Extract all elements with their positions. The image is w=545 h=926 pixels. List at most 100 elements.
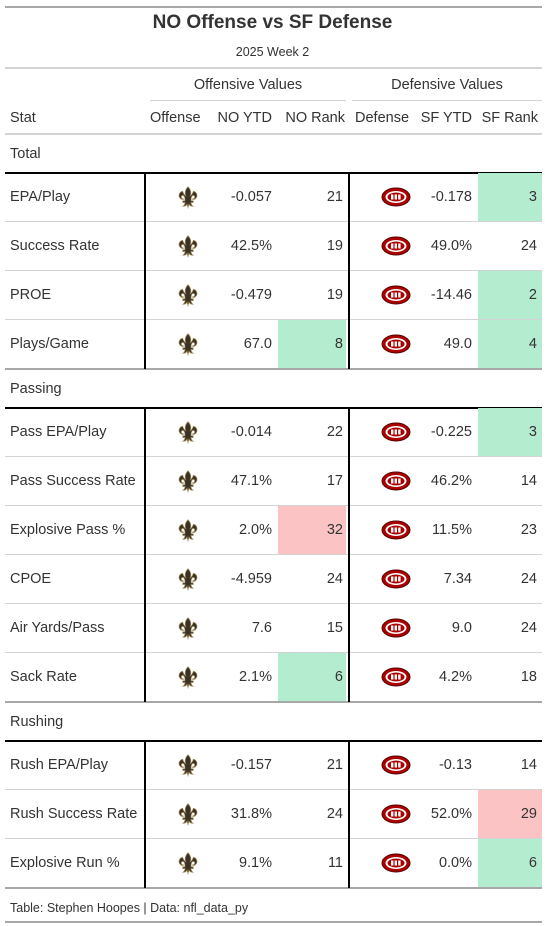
sf-rank-value: 23 [520, 522, 537, 538]
no-rank-value: 24 [326, 806, 343, 822]
no-rank-value: 17 [326, 473, 343, 489]
sf-ytd-value: 7.34 [443, 571, 472, 587]
no-rank-value: 6 [334, 669, 343, 685]
stat-label: Rush Success Rate [10, 806, 138, 822]
group-rule [5, 740, 542, 742]
group-rule [5, 172, 542, 174]
column-border [144, 741, 146, 888]
saints-fleur-de-lis-icon [176, 616, 200, 641]
saints-fleur-de-lis-icon [176, 518, 200, 543]
row-divider [5, 319, 542, 320]
group-rule [5, 407, 542, 409]
saints-fleur-de-lis-icon [176, 185, 200, 210]
sf-ytd-value: -0.13 [438, 757, 472, 773]
column-header-no-rank: NO Rank [285, 110, 345, 126]
sf-rank-value: 3 [528, 424, 537, 440]
sf-ytd-value: 0.0% [438, 855, 472, 871]
row-divider [5, 368, 542, 370]
column-header-sf-rank: SF Rank [481, 110, 538, 126]
no-ytd-value: 42.5% [230, 238, 272, 254]
column-header-stat: Stat [10, 110, 36, 126]
saints-fleur-de-lis-icon [176, 332, 200, 357]
stat-label: Explosive Run % [10, 855, 120, 871]
49ers-logo-icon [381, 755, 411, 775]
no-rank-value: 15 [326, 620, 343, 636]
stat-label: Air Yards/Pass [10, 620, 105, 636]
stat-label: Pass Success Rate [10, 473, 136, 489]
group-label: Total [10, 146, 41, 162]
sf-rank-value: 6 [528, 855, 537, 871]
sf-ytd-value: 52.0% [430, 806, 472, 822]
table-subtitle: 2025 Week 2 [235, 45, 310, 59]
49ers-logo-icon [381, 853, 411, 873]
saints-fleur-de-lis-icon [176, 469, 200, 494]
49ers-logo-icon [381, 236, 411, 256]
no-rank-value: 19 [326, 287, 343, 303]
row-divider [5, 505, 542, 506]
rank-highlight [478, 173, 542, 222]
49ers-logo-icon [381, 285, 411, 305]
sf-rank-value: 29 [520, 806, 537, 822]
saints-fleur-de-lis-icon [176, 665, 200, 690]
spanner-offense-rule [150, 100, 346, 101]
sf-ytd-value: 9.0 [451, 620, 472, 636]
sf-rank-value: 24 [520, 238, 537, 254]
49ers-logo-icon [381, 520, 411, 540]
sf-rank-value: 14 [520, 473, 537, 489]
no-rank-value: 22 [326, 424, 343, 440]
stat-label: Plays/Game [10, 336, 89, 352]
no-rank-value: 8 [334, 336, 343, 352]
no-rank-value: 19 [326, 238, 343, 254]
top-rule [5, 6, 542, 8]
column-border [144, 408, 146, 702]
row-divider [5, 838, 542, 839]
column-border [348, 173, 350, 369]
stat-label: Pass EPA/Play [10, 424, 107, 440]
spanner-defense-rule [352, 100, 542, 101]
row-divider [5, 789, 542, 790]
saints-fleur-de-lis-icon [176, 802, 200, 827]
sf-rank-value: 4 [528, 336, 537, 352]
saints-fleur-de-lis-icon [176, 420, 200, 445]
column-border [144, 173, 146, 369]
rank-highlight [478, 320, 542, 369]
sf-ytd-value: 11.5% [431, 522, 472, 538]
sf-rank-value: 24 [520, 620, 537, 636]
sf-ytd-value: 46.2% [430, 473, 472, 489]
49ers-logo-icon [381, 569, 411, 589]
sf-rank-value: 18 [520, 669, 537, 685]
49ers-logo-icon [381, 334, 411, 354]
no-ytd-value: 31.8% [230, 806, 272, 822]
row-divider [5, 554, 542, 555]
rank-highlight [478, 271, 542, 320]
no-rank-value: 21 [326, 189, 343, 205]
no-rank-value: 32 [326, 522, 343, 538]
rank-highlight [278, 320, 346, 369]
group-label: Passing [10, 381, 62, 397]
no-ytd-value: -4.959 [230, 571, 272, 587]
no-ytd-value: 47.1% [230, 473, 272, 489]
sf-rank-value: 2 [528, 287, 537, 303]
no-rank-value: 11 [327, 855, 343, 871]
49ers-logo-icon [381, 422, 411, 442]
header-divider [5, 67, 542, 69]
stat-label: Sack Rate [10, 669, 77, 685]
row-divider [5, 652, 542, 653]
no-ytd-value: 2.1% [238, 669, 272, 685]
saints-fleur-de-lis-icon [176, 567, 200, 592]
no-rank-value: 21 [326, 757, 343, 773]
column-header-offense: Offense [150, 110, 201, 126]
49ers-logo-icon [381, 187, 411, 207]
saints-fleur-de-lis-icon [176, 234, 200, 259]
sf-rank-value: 24 [520, 571, 537, 587]
sf-ytd-value: 49.0% [430, 238, 472, 254]
no-ytd-value: 67.0 [243, 336, 272, 352]
row-divider [5, 603, 542, 604]
no-rank-value: 24 [326, 571, 343, 587]
no-ytd-value: -0.014 [230, 424, 272, 440]
column-header-defense: Defense [355, 110, 410, 126]
column-header-sf-ytd: SF YTD [420, 110, 472, 126]
no-ytd-value: -0.157 [230, 757, 272, 773]
sf-rank-value: 14 [520, 757, 537, 773]
sf-ytd-value: -0.178 [430, 189, 472, 205]
